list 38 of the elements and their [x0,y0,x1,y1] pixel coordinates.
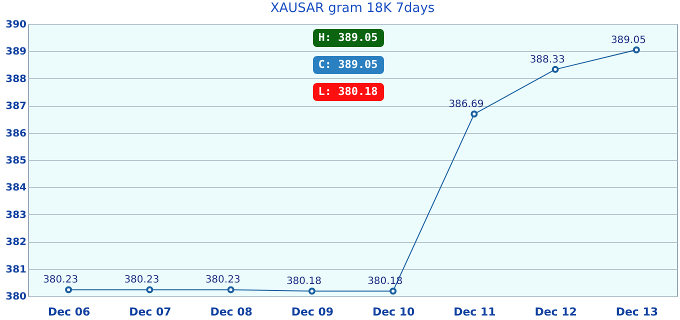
data-label: 380.23 [124,274,160,286]
y-tick-label: 383 [6,210,27,221]
y-tick-label: 387 [6,101,27,112]
annotation: C: 389.05 [318,58,378,71]
point [308,288,316,295]
data-label: 380.23 [43,274,78,286]
data-label: 380.23 [205,274,240,286]
point [146,286,154,294]
data-label: 380.18 [286,276,322,288]
x-tick-label: Dec 06 [48,306,91,318]
point [552,66,559,73]
y-tick-label: 388 [6,74,27,85]
x-tick-label: Dec 08 [210,306,252,318]
point [470,110,478,118]
data-label: 388.33 [530,54,565,66]
point [227,286,234,294]
point [65,286,72,294]
y-tick-label: 380 [6,292,27,302]
x-tick-label: Dec 13 [616,306,658,318]
y-tick-label: 386 [6,128,27,140]
x-tick-label: Dec 12 [534,306,577,318]
annotation: L: 380.18 [318,85,378,98]
x-tick-label: Dec 09 [291,306,334,318]
y-tick-label: 385 [6,156,27,166]
point [632,46,640,54]
y-tick-label: 389 [6,46,27,58]
chart-title: XAUSAR gram 18K 7days [270,1,435,16]
annotation: H: 389.05 [318,31,378,44]
x-tick-label: Dec 07 [129,306,172,318]
data-label: 386.69 [448,99,484,110]
data-label: 389.05 [610,34,646,46]
x-tick-label: Dec 10 [372,306,416,318]
point [390,288,397,295]
y-tick-label: 384 [6,182,27,194]
y-tick-label: 381 [6,264,27,276]
y-tick-label: 382 [6,237,27,248]
x-tick-label: Dec 11 [454,306,496,318]
y-tick-label: 390 [6,20,27,30]
